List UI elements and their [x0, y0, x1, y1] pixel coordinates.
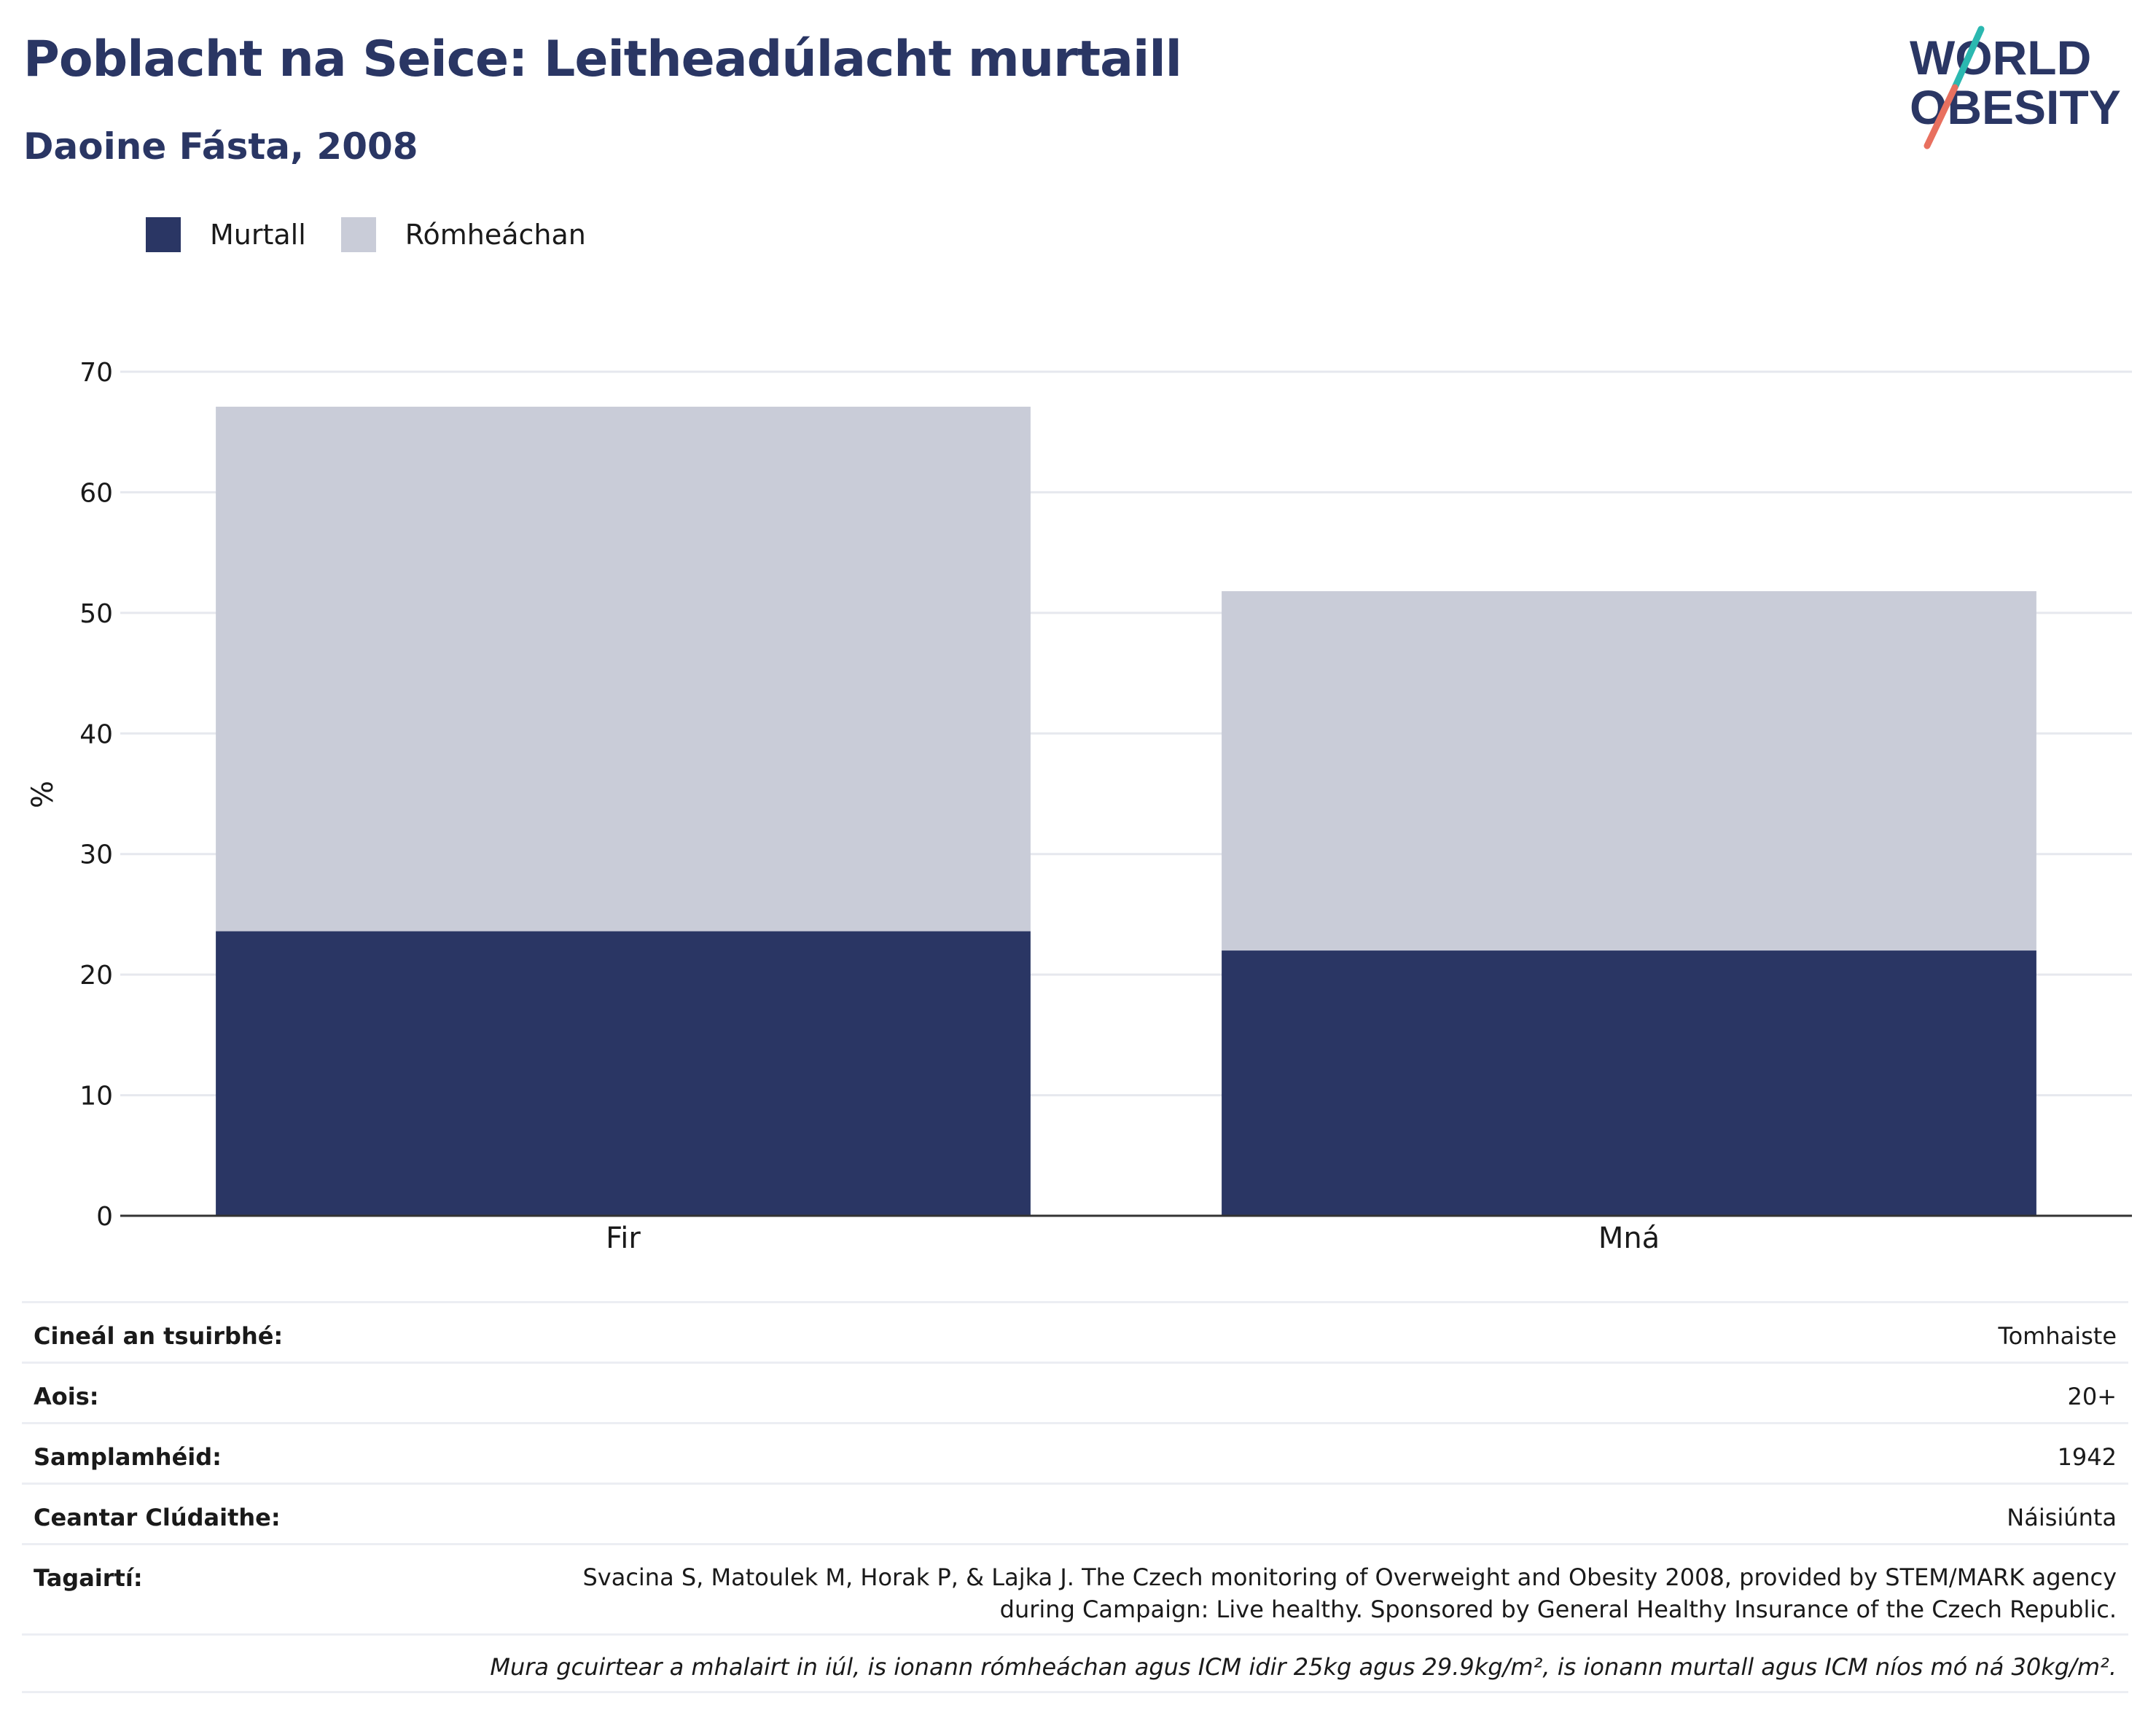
- info-value: Tomhaiste: [1998, 1322, 2117, 1350]
- legend-label-obesity: Murtall: [210, 219, 306, 251]
- info-row-age: Aois: 20+: [22, 1362, 2128, 1422]
- page-title: Poblacht na Seice: Leitheadúlacht murtai…: [23, 31, 1182, 88]
- bar-segment-obesity: [216, 931, 1031, 1216]
- y-tick-label: 40: [79, 719, 113, 749]
- y-tick-label: 60: [79, 478, 113, 508]
- survey-info-table: Cineál an tsuirbhé: Tomhaiste Aois: 20+ …: [22, 1301, 2128, 1693]
- bar-segment-overweight: [1222, 591, 2036, 951]
- info-row-references: Tagairtí: Svacina S, Matoulek M, Horak P…: [22, 1543, 2128, 1633]
- y-tick-label: 0: [96, 1202, 113, 1232]
- chart-legend: Murtall Rómheáchan: [146, 217, 621, 252]
- info-key: Cineál an tsuirbhé:: [34, 1322, 284, 1350]
- y-axis-label: %: [26, 781, 60, 808]
- world-obesity-logo: WORLD OBESITY: [1910, 26, 2121, 149]
- x-tick-label: Mná: [1598, 1222, 1660, 1255]
- y-tick-label: 50: [79, 599, 113, 629]
- logo-line-1: WORLD: [1910, 31, 2091, 85]
- info-value: 20+: [2067, 1383, 2117, 1410]
- info-value: Svacina S, Matoulek M, Horak P, & Lajka …: [582, 1563, 2117, 1623]
- legend-swatch-obesity: [146, 217, 181, 252]
- legend-item-overweight[interactable]: Rómheáchan: [340, 217, 586, 252]
- legend-item-obesity[interactable]: Murtall: [146, 217, 306, 252]
- y-tick-label: 20: [79, 961, 113, 991]
- x-tick-label: Fir: [606, 1222, 641, 1255]
- y-tick-label: 30: [79, 840, 113, 870]
- bar-segment-obesity: [1222, 950, 2036, 1216]
- definition-note: Mura gcuirtear a mhalairt in iúl, is ion…: [22, 1633, 2128, 1693]
- stacked-bar-chart: 0 10 20 30 40 50 60 70% Fir Mná: [26, 358, 2132, 1255]
- legend-swatch-overweight: [340, 217, 376, 252]
- info-value: 1942: [2057, 1443, 2117, 1471]
- logo-slash-teal: [1951, 26, 1985, 91]
- bar-segment-overweight: [216, 406, 1031, 932]
- info-value: Náisiúnta: [2007, 1504, 2117, 1531]
- page-subtitle: Daoine Fásta, 2008: [23, 125, 418, 168]
- legend-label-overweight: Rómheáchan: [405, 219, 586, 251]
- y-tick-label: 10: [79, 1082, 113, 1112]
- info-row-survey-type: Cineál an tsuirbhé: Tomhaiste: [22, 1301, 2128, 1362]
- info-key: Aois:: [34, 1383, 99, 1410]
- y-tick-label: 70: [79, 358, 113, 388]
- info-row-sample-size: Samplamhéid: 1942: [22, 1422, 2128, 1483]
- logo-slash-red: [1923, 84, 1958, 149]
- info-row-area-covered: Ceantar Clúdaithe: Náisiúnta: [22, 1483, 2128, 1543]
- info-key: Tagairtí:: [34, 1564, 143, 1592]
- info-key: Samplamhéid:: [34, 1443, 222, 1471]
- info-key: Ceantar Clúdaithe:: [34, 1504, 281, 1531]
